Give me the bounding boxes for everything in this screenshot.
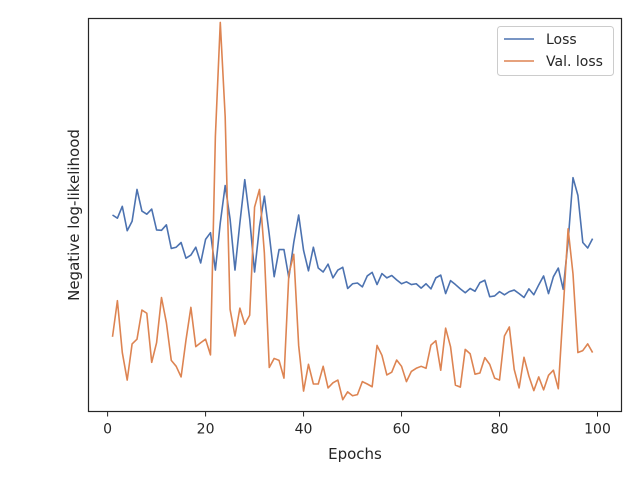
legend-label-val-loss: Val. loss — [546, 54, 603, 70]
axes-frame — [87, 17, 623, 413]
series-line-loss — [112, 176, 594, 299]
x-axis-ticks: 0 20 40 60 80 100 — [103, 411, 611, 438]
x-tick-label: 100 — [584, 422, 611, 438]
legend-label-loss: Loss — [546, 32, 577, 48]
y-axis-label: Negative log-likelihood — [65, 129, 83, 301]
plot-lines — [111, 21, 594, 401]
series-line-val-loss — [111, 21, 594, 401]
legend: Loss Val. loss — [497, 26, 614, 76]
x-tick-label: 40 — [295, 422, 313, 438]
x-tick-label: 20 — [197, 422, 215, 438]
x-tick-label: 0 — [103, 422, 112, 438]
x-tick-label: 80 — [491, 422, 509, 438]
x-tick-label: 60 — [393, 422, 411, 438]
x-axis-label: Epochs — [328, 445, 382, 463]
